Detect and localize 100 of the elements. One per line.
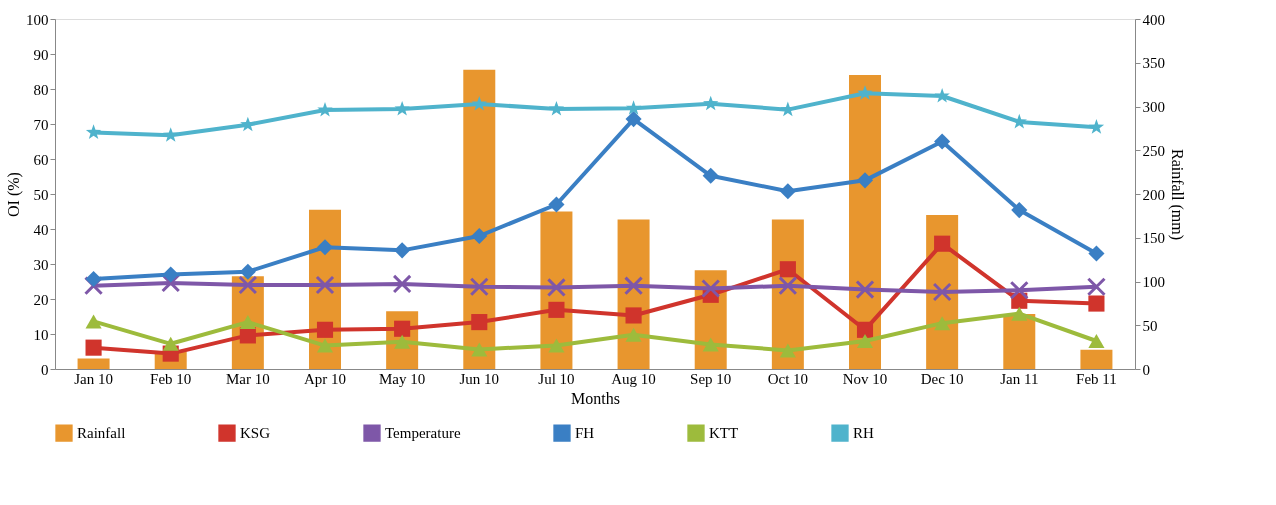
point [163, 127, 179, 142]
point [394, 242, 411, 259]
point [471, 227, 488, 245]
point [779, 261, 796, 278]
point [394, 320, 411, 337]
x-tick-label: Mar 10 [225, 370, 270, 387]
legend-label: Temperature [385, 425, 461, 442]
point [856, 334, 874, 348]
point [1011, 202, 1028, 219]
point [548, 196, 565, 213]
point [394, 100, 410, 116]
bar [1003, 313, 1036, 369]
point [702, 167, 719, 184]
x-tick-label: Jul 10 [538, 370, 575, 387]
point [1088, 245, 1105, 262]
point [856, 321, 874, 338]
point [625, 327, 642, 342]
y-tick-label: 20 [33, 291, 49, 308]
y-tick-label: 100 [26, 11, 49, 28]
point [932, 282, 952, 302]
point [85, 314, 102, 329]
y2-tick-label: 50 [1142, 317, 1158, 334]
x-tick-label: Aug 10 [611, 370, 656, 387]
point [701, 278, 721, 299]
point [548, 338, 565, 353]
point [703, 95, 719, 111]
point [471, 342, 488, 357]
point [1009, 280, 1029, 300]
y2-tick-label: 0 [1142, 361, 1150, 378]
bar [1080, 349, 1113, 369]
point [1011, 306, 1028, 321]
point [1086, 277, 1106, 297]
point [625, 111, 642, 128]
point [161, 273, 181, 293]
point [779, 343, 796, 358]
legend-label: Rainfall [77, 425, 126, 442]
x-tick-label: Apr 10 [303, 370, 347, 387]
point [1088, 119, 1105, 134]
point [548, 100, 565, 116]
point [546, 277, 566, 298]
y-tick-label: 10 [33, 326, 49, 343]
y-axis-title: OI (%) [5, 172, 23, 217]
y-tick-label: 30 [33, 256, 49, 273]
point [934, 133, 951, 150]
y-tick-label: 80 [33, 81, 49, 98]
y2-tick-label: 100 [1142, 274, 1165, 290]
point [471, 95, 487, 111]
point [85, 124, 102, 139]
point [239, 315, 256, 330]
x-tick-label: Jan 10 [74, 370, 113, 387]
y2-tick-label: 250 [1142, 142, 1165, 159]
point [625, 307, 642, 324]
point [85, 339, 102, 356]
x-tick-label: Feb 11 [1076, 370, 1117, 387]
point [238, 275, 258, 295]
point [84, 276, 104, 296]
point [548, 301, 565, 318]
y2-tick-label: 200 [1142, 186, 1165, 203]
y-tick-label: 50 [33, 186, 49, 203]
x-tick-label: Sep 10 [690, 370, 732, 387]
point [856, 172, 874, 189]
y-tick-label: 40 [33, 221, 49, 238]
y2-tick-label: 150 [1142, 230, 1165, 247]
point [162, 266, 179, 283]
point [934, 316, 951, 331]
y2-tick-label: 400 [1142, 11, 1165, 28]
y-tick-label: 0 [41, 361, 49, 378]
x-tick-label: Jan 11 [1000, 370, 1039, 387]
x-tick-label: Jun 10 [459, 370, 500, 387]
y-tick-label: 90 [33, 46, 49, 63]
x-tick-label: Feb 10 [150, 370, 192, 387]
point [469, 277, 489, 297]
y2-tick-label: 300 [1142, 99, 1165, 115]
point [779, 183, 796, 200]
x-tick-label: May 10 [379, 370, 426, 387]
point [624, 276, 644, 296]
y2-axis-title: Rainfall (mm) [1168, 148, 1186, 241]
point [316, 321, 334, 338]
x-tick-label: Nov 10 [842, 370, 888, 387]
point [317, 101, 333, 117]
point [1088, 295, 1105, 312]
x-tick-label: Dec 10 [920, 370, 964, 387]
point [778, 276, 798, 296]
bar [77, 358, 110, 369]
legend-label: KTT [709, 425, 739, 442]
legend-label: RH [853, 425, 874, 442]
point [316, 239, 334, 256]
point [471, 314, 488, 331]
point [315, 275, 335, 295]
point [934, 87, 950, 103]
point [934, 235, 951, 252]
x-tick-label: Oct 10 [767, 370, 809, 387]
point [702, 337, 719, 352]
y-tick-label: 70 [33, 116, 49, 133]
point [857, 85, 873, 100]
x-axis-title: Months [571, 389, 620, 407]
point [85, 270, 102, 288]
point [392, 274, 412, 294]
point [625, 100, 642, 115]
legend-label: KSG [240, 425, 271, 442]
